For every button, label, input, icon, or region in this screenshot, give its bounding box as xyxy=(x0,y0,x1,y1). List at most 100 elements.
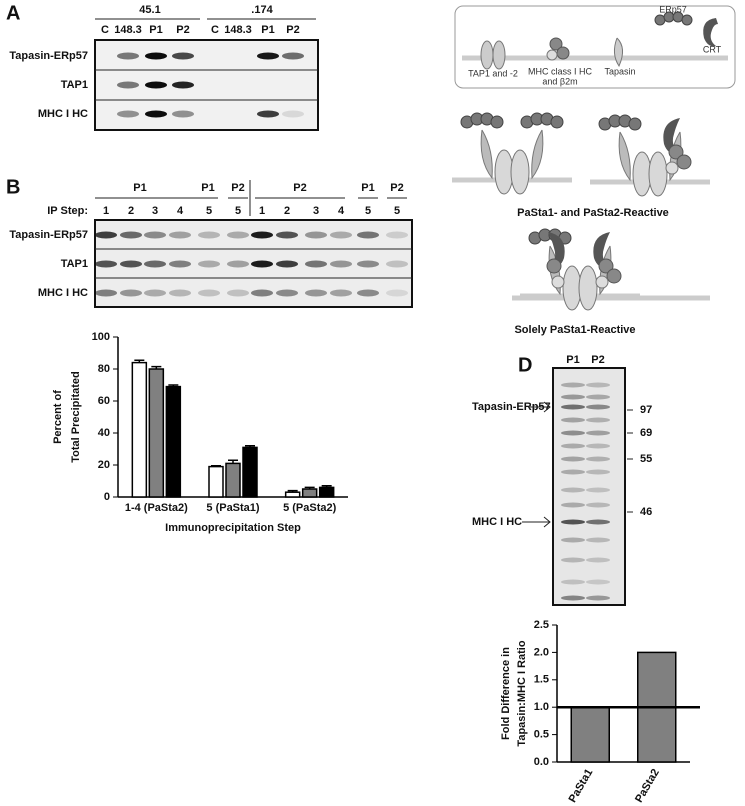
group-label: P1 xyxy=(133,182,146,194)
step-label: 5 xyxy=(365,205,371,217)
band xyxy=(144,260,166,268)
y-tick-label: 20 xyxy=(98,459,110,471)
step-label: 5 xyxy=(206,205,212,217)
step-label: 4 xyxy=(338,205,345,217)
gel-band xyxy=(561,557,585,563)
bar xyxy=(301,488,318,498)
band xyxy=(330,289,352,297)
x-tick-label: PaSta1 xyxy=(567,767,596,805)
band xyxy=(198,260,220,268)
crt xyxy=(548,232,565,269)
tapasin-icon xyxy=(613,37,623,68)
caption: PaSta1- and PaSta2-Reactive xyxy=(517,207,669,219)
step-label: 2 xyxy=(284,205,290,217)
tap xyxy=(648,151,668,197)
band xyxy=(95,260,117,268)
gel-band xyxy=(586,487,610,493)
gel-band xyxy=(561,537,585,543)
group-label: P2 xyxy=(231,182,244,194)
band xyxy=(120,260,142,268)
gel-band xyxy=(586,537,610,543)
arrow-label: MHC I HC xyxy=(472,516,522,528)
error-bar xyxy=(321,485,332,488)
row-label: TAP1 xyxy=(61,79,88,91)
band xyxy=(227,289,249,297)
crt xyxy=(663,118,680,155)
error-bar xyxy=(134,359,145,363)
x-tick-label: 5 (PaSta1) xyxy=(206,502,260,514)
band xyxy=(172,52,194,60)
group-labels: P1 P1 P2 P2 P1 P2 xyxy=(95,182,407,199)
band xyxy=(145,110,167,118)
legend-label: TAP1 and -2 xyxy=(468,68,518,78)
lane-label: C xyxy=(211,24,219,36)
gel-band xyxy=(586,469,610,475)
band xyxy=(282,110,304,118)
legend-label: CRT xyxy=(703,44,722,54)
gel-band xyxy=(561,443,585,449)
mhc-icon xyxy=(556,46,570,60)
mhc xyxy=(668,144,684,160)
tap xyxy=(494,149,514,195)
row-label: Tapasin-ERp57 xyxy=(9,50,88,62)
y-tick-label: 100 xyxy=(92,331,110,343)
gel-band xyxy=(586,456,610,462)
lane-label: P2 xyxy=(176,24,189,36)
error-bar xyxy=(228,459,238,464)
band xyxy=(276,289,298,297)
group-label: .174 xyxy=(251,4,273,16)
y-axis-label: Total Precipitated xyxy=(70,371,82,462)
x-axis-label: Immunoprecipitation Step xyxy=(165,522,301,534)
mhc xyxy=(676,154,692,170)
gel xyxy=(552,367,626,606)
erp57 xyxy=(490,115,504,129)
band xyxy=(305,231,327,239)
band xyxy=(169,260,191,268)
band xyxy=(357,231,379,239)
arrow-label: Tapasin-ERp57 xyxy=(472,401,551,413)
marker-label: 69 xyxy=(640,427,652,439)
lane-label: P2 xyxy=(591,354,604,366)
band xyxy=(95,231,117,239)
band xyxy=(145,81,167,89)
gel-band xyxy=(586,443,610,449)
band xyxy=(357,289,379,297)
mhc xyxy=(598,258,614,274)
gel-band xyxy=(561,394,585,400)
marker-ticks xyxy=(627,409,633,513)
error-bar xyxy=(287,489,298,493)
gel-band xyxy=(586,519,610,525)
group-label: P2 xyxy=(390,182,403,194)
gel-bands xyxy=(561,382,610,601)
y-axis-label: Tapasin:MHC I Ratio xyxy=(516,640,528,746)
y-tick-label: 0.0 xyxy=(534,756,549,768)
erp57-icon xyxy=(654,11,693,26)
band xyxy=(169,289,191,297)
gel-band xyxy=(586,579,610,585)
gel-band xyxy=(586,417,610,423)
bar xyxy=(242,446,258,498)
b2m xyxy=(595,275,609,289)
erp57 xyxy=(550,115,564,129)
band xyxy=(251,260,273,268)
error-bar xyxy=(151,365,162,369)
gel-band xyxy=(561,417,585,423)
band xyxy=(357,260,379,268)
bands xyxy=(117,52,304,118)
group-label: P1 xyxy=(201,182,214,194)
gel-band xyxy=(586,595,610,601)
lane-label: 148.3 xyxy=(114,24,142,36)
lane-label: C xyxy=(101,24,109,36)
band xyxy=(120,231,142,239)
band xyxy=(117,81,139,89)
band xyxy=(117,110,139,118)
band xyxy=(95,289,117,297)
bar xyxy=(148,368,165,498)
band xyxy=(198,231,220,239)
step-label: IP Step: xyxy=(47,205,88,217)
legend-label: Tapasin xyxy=(604,66,635,76)
gel-band xyxy=(586,557,610,563)
gel-band xyxy=(561,404,585,410)
